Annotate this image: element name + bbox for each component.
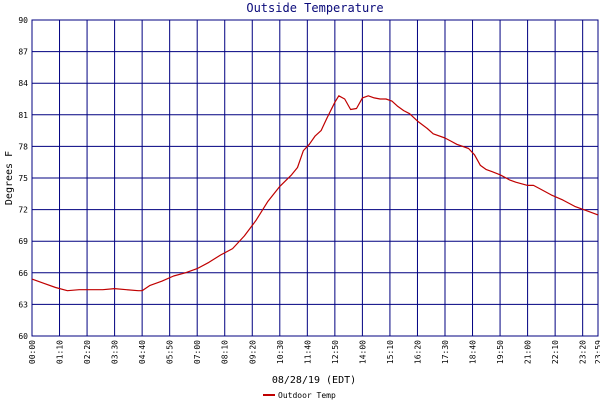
x-tick-label: 14:00	[358, 340, 367, 364]
series-line-outdoor-temp	[31, 95, 599, 292]
plot-frame	[31, 19, 599, 337]
x-axis-label: 08/28/19 (EDT)	[272, 375, 356, 386]
x-tick-label: 07:00	[193, 340, 202, 364]
y-tick-label: 90	[18, 16, 28, 25]
series-lines	[31, 95, 599, 292]
y-tick-label: 60	[18, 332, 28, 341]
x-tick-label: 11:40	[303, 340, 312, 364]
legend-label: Outdoor Temp	[278, 391, 336, 400]
x-tick-label: 03:30	[111, 340, 120, 364]
y-tick-label: 81	[18, 111, 28, 120]
legend: Outdoor Temp	[263, 391, 336, 400]
y-tick-label: 87	[18, 48, 28, 57]
y-tick-label: 78	[18, 142, 28, 151]
x-tick-label: 02:20	[83, 340, 92, 364]
x-tick-label: 19:50	[496, 340, 505, 364]
x-tick-label: 22:10	[551, 340, 560, 364]
x-tick-label: 04:40	[138, 340, 147, 364]
x-tick-label: 18:40	[469, 340, 478, 364]
x-tick-label: 05:50	[166, 340, 175, 364]
x-tick-label: 15:10	[386, 340, 395, 364]
y-axis-label: Degrees F	[4, 151, 15, 205]
x-tick-label: 01:10	[56, 340, 65, 364]
x-tick-label: 17:30	[441, 340, 450, 364]
y-tick-labels: 60 63 66 69 72 75 78 81 84 87 90	[18, 16, 28, 341]
x-tick-labels: 00:00 01:10 02:20 03:30 04:40 05:50 07:00 08:10…	[28, 340, 600, 364]
x-tick-label: 16:20	[413, 340, 422, 364]
x-tick-label: 21:00	[524, 340, 533, 364]
x-tick-label: 23:59	[594, 340, 600, 364]
x-tick-label: 09:20	[248, 340, 257, 364]
y-tick-label: 72	[18, 206, 28, 215]
y-tick-label: 69	[18, 237, 28, 246]
x-tick-label: 12:50	[331, 340, 340, 364]
x-tick-label: 10:30	[276, 340, 285, 364]
y-tick-label: 63	[18, 300, 28, 309]
x-tick-label: 00:00	[28, 340, 37, 364]
x-tick-label: 23:20	[579, 340, 588, 364]
y-tick-label: 66	[18, 269, 28, 278]
x-tick-label: 08:10	[221, 340, 230, 364]
y-tick-label: 75	[18, 174, 28, 183]
chart-title: Outside Temperature	[246, 1, 383, 15]
y-tick-label: 84	[18, 79, 28, 88]
